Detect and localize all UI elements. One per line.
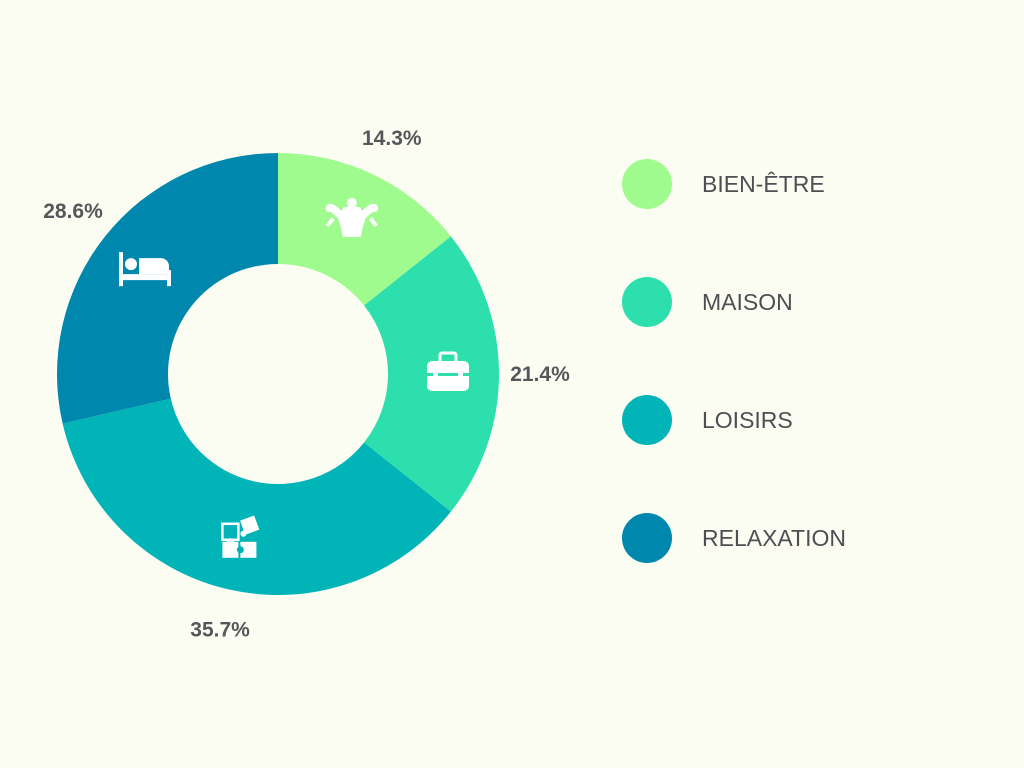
legend: BIEN-ÊTRE MAISON LOISIRS RELAXATION xyxy=(622,159,846,563)
puzzle-icon xyxy=(221,515,260,558)
legend-label-relaxation: RELAXATION xyxy=(702,525,846,551)
legend-label-bien-etre: BIEN-ÊTRE xyxy=(702,171,825,197)
legend-swatch-maison xyxy=(622,277,672,327)
legend-item-bien-etre: BIEN-ÊTRE xyxy=(622,159,825,209)
toolbox-icon xyxy=(427,351,469,391)
slice-bien-etre xyxy=(278,153,451,306)
legend-swatch-bien-etre xyxy=(622,159,672,209)
slice-relaxation xyxy=(56,153,278,424)
value-label-relaxation: 28.6% xyxy=(43,200,103,223)
legend-item-loisirs: LOISIRS xyxy=(622,395,793,445)
legend-item-relaxation: RELAXATION xyxy=(622,513,846,563)
slice-icons xyxy=(118,197,469,558)
legend-label-loisirs: LOISIRS xyxy=(702,407,793,433)
legend-item-maison: MAISON xyxy=(622,277,793,327)
legend-swatch-relaxation xyxy=(622,513,672,563)
bed-icon xyxy=(118,252,171,287)
value-labels: 14.3% 21.4% 35.7% 28.6% xyxy=(43,127,570,642)
value-label-loisirs: 35.7% xyxy=(190,619,250,642)
value-label-bien-etre: 14.3% xyxy=(362,127,422,150)
legend-swatch-loisirs xyxy=(622,395,672,445)
chart-slices xyxy=(56,153,499,595)
slice-loisirs xyxy=(62,398,451,595)
value-label-maison: 21.4% xyxy=(510,363,570,386)
muscle-icon xyxy=(325,197,379,237)
legend-label-maison: MAISON xyxy=(702,289,793,315)
